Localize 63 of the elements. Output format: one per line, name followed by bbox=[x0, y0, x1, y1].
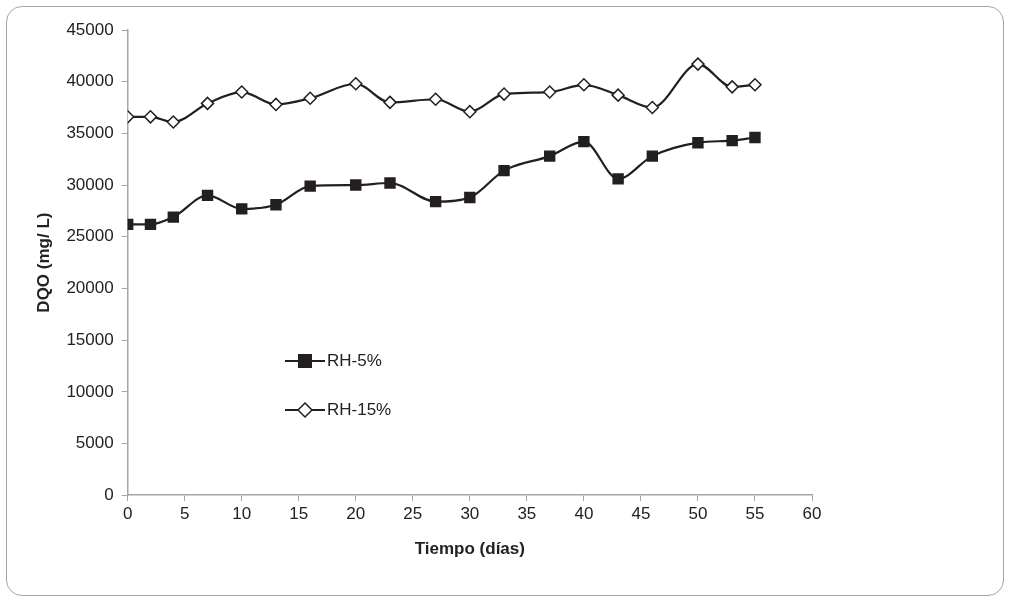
x-tick-label: 30 bbox=[460, 504, 480, 524]
y-tick-label: 5000 bbox=[75, 433, 114, 453]
point bbox=[692, 136, 704, 149]
x-tick-label: 35 bbox=[517, 504, 537, 524]
y-tick-label: 35000 bbox=[66, 123, 114, 143]
point bbox=[428, 92, 443, 107]
point bbox=[236, 203, 248, 215]
x-tick-label: 55 bbox=[745, 504, 765, 524]
point bbox=[384, 177, 396, 189]
y-tick-label: 10000 bbox=[66, 381, 114, 401]
point bbox=[269, 97, 283, 112]
point bbox=[303, 91, 317, 105]
x-tick-label: 60 bbox=[802, 504, 822, 524]
point bbox=[429, 195, 442, 208]
point bbox=[542, 85, 557, 99]
point bbox=[144, 218, 157, 231]
x-axis-title: Tiempo (días) bbox=[414, 539, 525, 559]
point bbox=[270, 199, 282, 211]
point bbox=[463, 104, 477, 119]
point bbox=[611, 88, 625, 102]
x-tick-label: 40 bbox=[574, 504, 594, 524]
point bbox=[612, 173, 624, 185]
x-tick-label: 5 bbox=[179, 504, 190, 524]
y-tick-label: 45000 bbox=[66, 19, 114, 39]
point bbox=[350, 179, 362, 191]
point bbox=[166, 115, 181, 129]
y-tick-label: 0 bbox=[104, 484, 114, 504]
y-axis-title: DQO (mg/ L) bbox=[33, 212, 53, 313]
x-tick-label: 10 bbox=[232, 504, 252, 524]
y-tick-label: 30000 bbox=[66, 174, 114, 194]
x-tick-label: 15 bbox=[289, 504, 309, 524]
x-tick-label: 50 bbox=[688, 504, 708, 524]
point bbox=[200, 96, 215, 111]
point bbox=[577, 78, 591, 92]
point bbox=[201, 189, 214, 202]
point bbox=[578, 135, 590, 148]
x-tick-label: 0 bbox=[122, 504, 133, 524]
point bbox=[749, 131, 761, 144]
point bbox=[383, 95, 397, 110]
point bbox=[645, 100, 660, 115]
y-tick-label: 15000 bbox=[66, 329, 114, 349]
point bbox=[143, 110, 158, 124]
y-tick-label: 20000 bbox=[66, 278, 114, 298]
point bbox=[167, 211, 179, 223]
point bbox=[498, 164, 510, 177]
point bbox=[349, 77, 363, 91]
point bbox=[725, 80, 739, 94]
point bbox=[543, 150, 556, 162]
y-tick-label: 40000 bbox=[66, 71, 114, 91]
legend-label: RH-5% bbox=[327, 350, 382, 371]
x-tick-label: 25 bbox=[403, 504, 423, 524]
point bbox=[497, 87, 511, 101]
point bbox=[304, 180, 316, 192]
point bbox=[748, 78, 762, 92]
x-tick-label: 20 bbox=[346, 504, 366, 524]
y-tick-label: 25000 bbox=[66, 226, 114, 246]
point bbox=[646, 150, 659, 162]
point bbox=[691, 57, 705, 71]
point bbox=[726, 134, 738, 147]
legend-label: RH-15% bbox=[327, 399, 392, 420]
x-tick-label: 45 bbox=[631, 504, 651, 524]
point bbox=[464, 191, 476, 204]
point bbox=[234, 85, 249, 99]
